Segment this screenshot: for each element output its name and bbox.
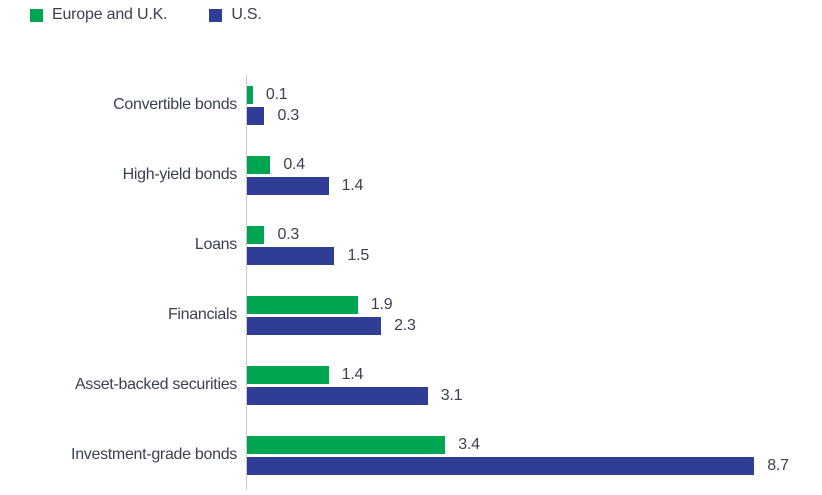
value-label: 1.4 — [341, 176, 364, 194]
value-label: 1.5 — [347, 246, 370, 264]
value-label: 1.9 — [370, 295, 393, 313]
category-label: High-yield bonds — [122, 166, 238, 183]
bar-europe-uk — [247, 295, 358, 314]
value-label: 1.4 — [341, 365, 364, 383]
legend-label-europe-uk: Europe and U.K. — [52, 6, 168, 23]
bar-line: 1.5 — [247, 246, 370, 265]
bar-us — [247, 106, 265, 125]
bars-group: 0.4 1.4 — [247, 155, 364, 195]
bar-line: 1.9 — [247, 295, 416, 314]
bars-group: 1.4 3.1 — [247, 365, 463, 405]
value-label: 0.3 — [277, 225, 300, 243]
bar-europe-uk — [247, 85, 253, 104]
chart-row: Asset-backed securities 1.4 3.1 — [0, 350, 822, 420]
chart-rows: Convertible bonds 0.1 0.3 High-yield bonds 0… — [0, 70, 822, 490]
category-label: Loans — [194, 236, 237, 253]
bar-line: 2.3 — [247, 316, 416, 335]
legend-item-europe-uk: Europe and U.K. — [30, 6, 168, 24]
category-label: Investment-grade bonds — [71, 446, 237, 463]
chart-legend: Europe and U.K. U.S. — [30, 6, 262, 24]
chart-row: Financials 1.9 2.3 — [0, 280, 822, 350]
bars-group: 3.4 8.7 — [247, 435, 789, 475]
bar-europe-uk — [247, 365, 329, 384]
y-axis-line — [246, 75, 247, 490]
bar-line: 1.4 — [247, 176, 364, 195]
bar-line: 1.4 — [247, 365, 462, 384]
chart-row: High-yield bonds 0.4 1.4 — [0, 140, 822, 210]
legend-item-us: U.S. — [209, 6, 262, 24]
value-label: 8.7 — [767, 456, 789, 474]
value-label: 3.4 — [458, 435, 480, 453]
bars-group: 1.9 2.3 — [247, 295, 416, 335]
chart-row: Convertible bonds 0.1 0.3 — [0, 70, 822, 140]
bar-line: 0.3 — [247, 106, 300, 125]
value-label: 0.4 — [283, 155, 305, 173]
category-label: Financials — [167, 306, 237, 323]
bar-us — [247, 316, 382, 335]
category-label: Convertible bonds — [113, 96, 237, 113]
chart-row: Loans 0.3 1.5 — [0, 210, 822, 280]
plot-area: Convertible bonds 0.1 0.3 High-yield bonds 0… — [0, 70, 822, 490]
bar-line: 0.1 — [247, 85, 299, 104]
chart-row: Investment-grade bonds 3.4 8.7 — [0, 420, 822, 490]
value-label: 0.3 — [277, 106, 300, 124]
value-label: 3.1 — [440, 386, 463, 404]
value-label: 0.1 — [265, 85, 288, 103]
bar-us — [247, 176, 329, 195]
bar-us — [247, 386, 428, 405]
bar-us — [247, 456, 755, 475]
legend-swatch-europe-uk-icon — [30, 8, 43, 22]
bar-europe-uk — [247, 435, 446, 454]
bar-line: 3.4 — [247, 435, 789, 454]
bar-europe-uk — [247, 155, 271, 174]
bar-line: 0.3 — [247, 225, 369, 244]
value-label: 2.3 — [394, 316, 416, 334]
bar-us — [247, 246, 335, 265]
bar-line: 0.4 — [247, 155, 363, 174]
bars-group: 0.1 0.3 — [247, 85, 300, 125]
bar-line: 3.1 — [247, 386, 463, 405]
bar-line: 8.7 — [247, 456, 789, 475]
legend-swatch-us-icon — [209, 8, 223, 22]
legend-label-us: U.S. — [231, 6, 262, 23]
bars-group: 0.3 1.5 — [247, 225, 370, 265]
bar-europe-uk — [247, 225, 265, 244]
category-label: Asset-backed securities — [74, 376, 237, 393]
